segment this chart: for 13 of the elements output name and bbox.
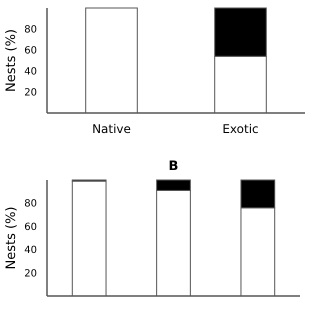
y-tick-label: 40 [24,66,37,78]
y-tick-label: 60 [24,222,37,233]
y-tick-label: 20 [24,88,37,98]
y-tick-label: 60 [24,46,37,56]
chart-title: B [168,159,178,174]
y-tick-label: 80 [24,24,37,36]
y-tick-label: 20 [24,268,37,280]
y-tick-label: 80 [24,198,37,210]
y-axis-title: Nests (%) [4,29,19,92]
x-tick-label: Native [92,122,131,136]
y-axis-title: Nests (%) [4,206,19,270]
y-tick-label: 40 [24,245,37,256]
x-tick-label: Exotic [222,122,259,136]
